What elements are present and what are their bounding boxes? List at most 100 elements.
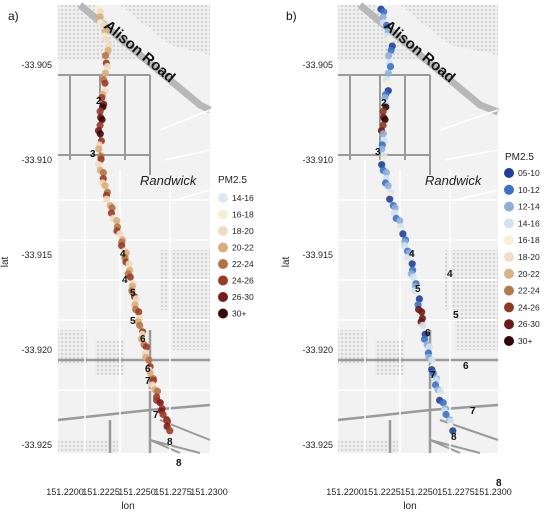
panel-a-side-marker-4: 4	[122, 275, 128, 286]
legend-swatch-1-5	[504, 252, 514, 262]
route-dot	[97, 155, 105, 163]
route-dot	[380, 8, 388, 16]
panel-a-ytick-4: -33.920	[21, 345, 52, 355]
panel-a-xtick-5: 151.2300	[190, 487, 228, 497]
panel-a: a) Alison Road Randwick	[0, 2, 254, 512]
panel-a-marker-3: 3	[90, 149, 96, 160]
route-dot	[380, 155, 388, 163]
route-dot	[381, 94, 389, 102]
route-dot	[384, 79, 392, 87]
route-dot	[379, 121, 387, 129]
panel-b-ytick-1: -33.905	[302, 60, 333, 70]
legend-swatch-0-7	[218, 308, 228, 319]
route-dot	[384, 69, 392, 77]
legend-swatch-0-2	[218, 226, 228, 236]
legend-label-0-3: 20-22	[232, 243, 254, 253]
legend-swatch-0-1	[218, 209, 228, 220]
panel-b-xtick-4: 151.2275	[437, 487, 475, 497]
legend-swatch-1-3	[504, 218, 514, 229]
panel-a-xtick-1: 151.2200	[46, 487, 84, 497]
legend-label-0-4: 22-24	[232, 259, 254, 269]
legend-label-1-3: 14-16	[518, 218, 540, 228]
panel-a-side-marker-8: 8	[176, 458, 182, 469]
route-dot	[159, 410, 167, 419]
panel-a-xlabel: lon	[121, 501, 134, 512]
panel-a-marker-2: 2	[96, 96, 102, 107]
panel-b-side-marker-4: 4	[447, 269, 453, 280]
legend-swatch-1-1	[504, 184, 514, 195]
legend-label-1-5: 18-20	[518, 252, 540, 262]
route-dot	[96, 130, 104, 138]
legend-swatch-1-10	[504, 336, 514, 346]
panel-a-side-marker-7: 7	[153, 410, 159, 421]
legend-swatch-0-5	[218, 275, 228, 286]
panel-b-marker-8: 8	[451, 432, 457, 443]
panel-a-legend-title: PM2.5	[218, 175, 247, 186]
route-dot	[425, 343, 433, 351]
legend-swatch-0-6	[218, 292, 228, 302]
route-dot	[385, 35, 393, 43]
panel-b-side-marker-5: 5	[453, 310, 459, 321]
legend-swatch-1-6	[504, 268, 514, 279]
legend-label-1-0: 05-10	[518, 168, 540, 178]
panel-a-route	[94, 5, 174, 435]
route-dot	[101, 79, 109, 87]
route-dot	[419, 321, 427, 329]
route-dot	[166, 427, 174, 435]
legend-swatch-1-2	[504, 201, 514, 212]
panel-b-marker-7: 7	[430, 370, 436, 381]
panel-a-side-marker-5: 5	[130, 316, 136, 327]
legend-label-1-6: 20-22	[518, 269, 540, 279]
panel-b-basemap	[337, 2, 500, 454]
route-dot	[96, 107, 104, 115]
legend-swatch-1-4	[504, 235, 514, 246]
panel-a-marker-5: 5	[130, 288, 136, 299]
legend-swatch-0-0	[218, 193, 228, 203]
legend-label-0-2: 18-20	[232, 226, 254, 236]
panel-a-basemap	[57, 2, 212, 454]
panel-a-marker-4: 4	[120, 249, 126, 260]
route-dot	[132, 295, 140, 303]
panel-b-xtick-2: 151.2225	[363, 487, 401, 497]
route-dot	[96, 121, 104, 129]
panel-a-label: a)	[8, 9, 19, 23]
route-dot	[101, 69, 109, 77]
route-dot	[378, 145, 386, 153]
panel-b-marker-6: 6	[425, 328, 431, 339]
panel-a-ytick-2: -33.910	[21, 155, 52, 165]
legend-swatch-0-4	[218, 259, 228, 269]
legend-label-1-10: 30+	[518, 336, 532, 346]
route-dot	[135, 308, 143, 316]
route-dot	[95, 145, 103, 153]
route-dot	[98, 94, 106, 102]
route-dot	[436, 387, 445, 395]
route-dot	[98, 116, 106, 124]
panel-b-legend-title: PM2.5	[505, 152, 534, 163]
route-dot	[126, 273, 134, 281]
legend-label-0-0: 14-16	[232, 193, 254, 203]
panel-b-ytick-5: -33.925	[302, 440, 333, 450]
route-dot	[399, 230, 407, 238]
panel-b-xtick-3: 151.2250	[400, 487, 438, 497]
route-dot	[386, 63, 395, 71]
legend-swatch-0-3	[218, 242, 228, 253]
panel-a-ytick-5: -33.925	[21, 440, 52, 450]
legend-label-0-1: 16-18	[232, 210, 254, 220]
route-dot	[95, 161, 103, 169]
route-dot	[439, 399, 447, 407]
route-dot	[381, 116, 389, 124]
panel-a-marker-8: 8	[167, 437, 173, 448]
route-dot	[125, 260, 133, 268]
route-dot	[411, 287, 419, 295]
panel-b-marker-2: 2	[381, 98, 387, 109]
route-dot	[382, 169, 390, 177]
route-dot	[378, 161, 386, 169]
route-dot	[379, 130, 387, 138]
route-dot	[386, 195, 394, 203]
panel-b-marker-4: 4	[409, 249, 415, 260]
panel-a-legend: PM2.5 14-16 16-18 18-20 20-22 22-24 24-26 26-3…	[218, 175, 254, 319]
panel-b-xlabel: lon	[403, 501, 416, 512]
panel-b-suburb-label: Randwick	[425, 173, 483, 188]
panel-a-marker-6: 6	[140, 334, 146, 345]
